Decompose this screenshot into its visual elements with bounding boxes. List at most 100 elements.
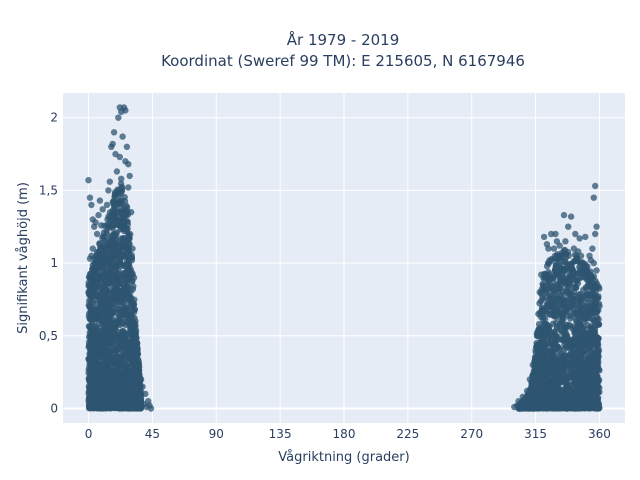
data-point — [89, 315, 96, 322]
x-tick-label: 180 — [333, 427, 356, 441]
data-point — [539, 362, 546, 369]
data-point — [121, 193, 128, 201]
x-tick-label: 0 — [85, 427, 93, 441]
data-point — [551, 377, 559, 384]
data-point — [553, 314, 560, 321]
data-point — [581, 309, 589, 317]
data-point — [115, 197, 123, 204]
data-point — [97, 284, 105, 291]
data-point — [564, 359, 572, 366]
data-point — [539, 304, 546, 311]
data-point — [108, 143, 115, 150]
chart-title-line-1: År 1979 - 2019 — [287, 30, 400, 49]
data-point — [131, 328, 139, 335]
data-point — [105, 274, 113, 282]
data-point — [559, 288, 567, 296]
x-tick-label: 135 — [269, 427, 292, 441]
data-point — [543, 263, 551, 270]
data-point — [128, 257, 136, 264]
data-point — [561, 258, 568, 266]
data-point — [538, 271, 545, 278]
data-point — [100, 361, 107, 368]
data-point — [545, 356, 553, 364]
data-point — [85, 177, 92, 184]
data-point — [535, 326, 542, 333]
data-point — [95, 368, 103, 375]
data-point — [549, 300, 556, 307]
data-point — [116, 346, 124, 353]
data-point — [574, 324, 581, 331]
data-point — [131, 306, 138, 313]
data-point — [135, 361, 142, 369]
data-point — [108, 404, 115, 411]
data-point — [108, 246, 115, 253]
data-point — [85, 388, 93, 395]
data-point — [562, 387, 569, 394]
data-point — [113, 168, 121, 175]
data-point — [111, 335, 118, 342]
data-point — [579, 371, 586, 378]
data-point — [133, 339, 140, 347]
data-point — [136, 393, 143, 401]
data-point — [98, 222, 105, 229]
data-point — [105, 187, 112, 194]
data-point — [537, 345, 544, 352]
data-point — [567, 213, 575, 220]
data-point — [115, 270, 122, 278]
data-point — [530, 404, 538, 411]
data-point — [561, 346, 568, 353]
data-point — [93, 268, 100, 275]
data-point — [119, 185, 126, 192]
data-point — [543, 241, 551, 248]
data-point — [96, 295, 103, 302]
data-point — [118, 402, 125, 409]
data-point — [103, 394, 110, 401]
data-point — [589, 284, 596, 292]
data-point — [97, 328, 104, 335]
data-point — [540, 398, 547, 405]
data-point — [563, 306, 571, 313]
data-point — [574, 385, 581, 392]
data-point — [582, 348, 589, 355]
data-point — [103, 257, 110, 264]
data-point — [573, 362, 580, 369]
data-point — [129, 356, 136, 364]
data-point — [86, 274, 93, 281]
data-point — [578, 395, 585, 402]
data-point — [95, 360, 102, 367]
data-point — [571, 302, 578, 309]
data-point — [103, 380, 110, 388]
data-point — [126, 400, 134, 407]
data-point — [591, 301, 598, 308]
data-point — [552, 230, 559, 238]
data-point — [127, 320, 134, 327]
data-point — [122, 206, 129, 214]
data-point — [588, 366, 596, 373]
data-point — [551, 282, 558, 289]
data-point — [120, 235, 127, 242]
data-point — [103, 221, 111, 229]
data-point — [87, 332, 95, 339]
data-point — [123, 405, 130, 412]
data-point — [110, 240, 118, 247]
data-point — [120, 243, 127, 250]
data-point — [540, 405, 547, 412]
data-point — [525, 403, 533, 410]
data-point — [103, 376, 110, 383]
data-point — [110, 197, 117, 205]
data-point — [532, 380, 539, 387]
data-point — [547, 369, 554, 376]
data-point — [540, 233, 548, 241]
data-point — [547, 405, 555, 412]
data-point — [588, 291, 596, 298]
data-point — [101, 238, 108, 245]
data-point — [558, 317, 565, 324]
data-point — [563, 279, 570, 286]
data-point — [535, 310, 542, 318]
data-point — [119, 133, 126, 140]
y-tick-label: 1 — [50, 256, 58, 270]
data-point — [592, 230, 599, 238]
data-point — [118, 108, 125, 116]
data-point — [562, 299, 570, 307]
data-point — [122, 361, 129, 369]
